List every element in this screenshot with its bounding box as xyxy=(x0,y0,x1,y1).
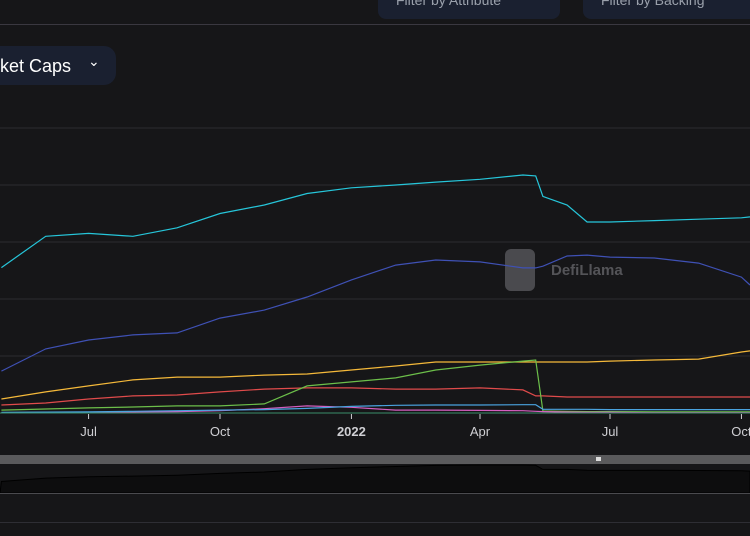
filter-by-attribute-button[interactable]: Filter by Attribute xyxy=(378,0,560,19)
datazoom-preview xyxy=(0,464,750,494)
datazoom-slider[interactable] xyxy=(0,455,750,464)
x-tick-label: Apr xyxy=(470,424,491,439)
series-line-1 xyxy=(1,254,750,372)
series-line-6 xyxy=(1,404,750,413)
filter-by-backing-button[interactable]: Filter by Backing xyxy=(583,0,750,19)
divider xyxy=(0,522,750,523)
x-tick-label: Oct xyxy=(731,424,750,439)
x-tick-label: Oct xyxy=(210,424,231,439)
series-line-3 xyxy=(1,387,750,406)
series-line-2 xyxy=(1,350,750,400)
chart-type-label: ket Caps xyxy=(0,56,72,76)
x-tick-label: Jul xyxy=(80,424,97,439)
defillama-watermark: DefiLlama xyxy=(505,249,623,291)
divider xyxy=(0,493,750,494)
filter-backing-label: Filter by Backing xyxy=(601,0,705,8)
chart-type-dropdown[interactable]: ket Caps ⌄ xyxy=(0,46,116,85)
filter-attribute-label: Filter by Attribute xyxy=(396,0,502,8)
series-line-4 xyxy=(1,359,750,413)
llama-logo-icon xyxy=(505,249,535,291)
x-tick-label: 2022 xyxy=(337,424,366,439)
x-tick-label: Jul xyxy=(602,424,619,439)
divider xyxy=(0,24,750,25)
watermark-text: DefiLlama xyxy=(551,262,623,279)
series-line-0 xyxy=(1,174,750,269)
datazoom-handle[interactable] xyxy=(596,457,601,461)
chevron-down-icon: ⌄ xyxy=(88,53,100,69)
